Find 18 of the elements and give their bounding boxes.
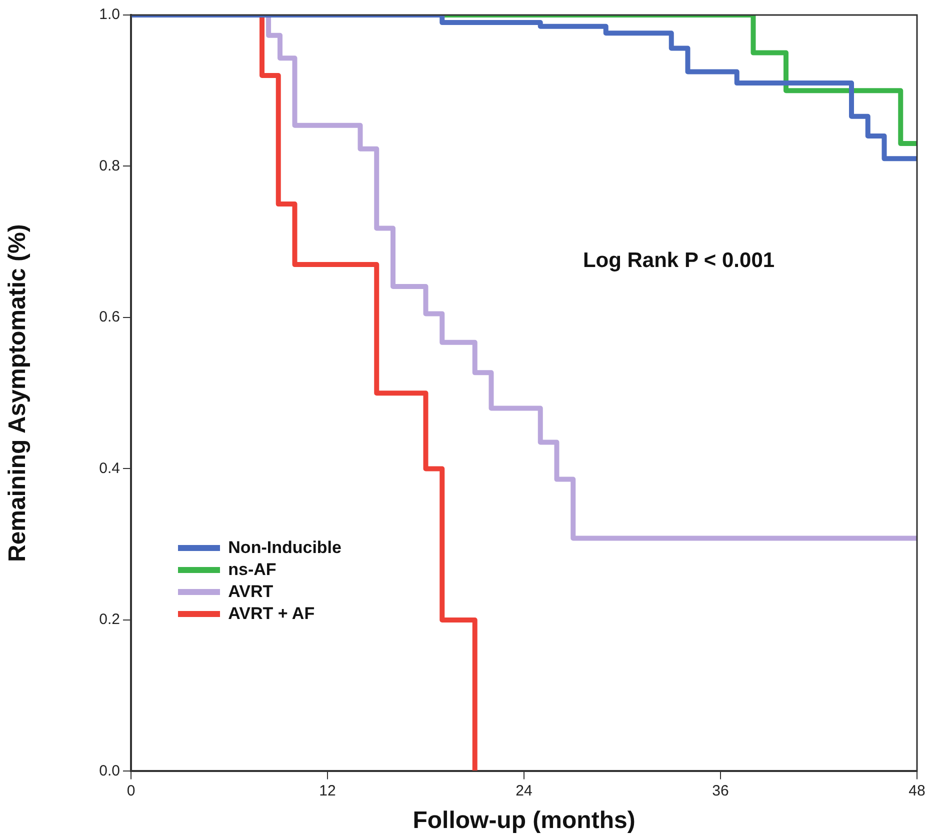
y-tick-label: 0.2 — [99, 611, 120, 628]
x-tick-label: 48 — [908, 782, 926, 800]
x-axis-title: Follow-up (months) — [412, 807, 636, 834]
y-tick-label: 0.8 — [99, 157, 120, 174]
y-tick-label: 0.0 — [99, 762, 120, 780]
legend-label: Non-Inducible — [228, 538, 342, 558]
y-tick-label: 0.6 — [99, 308, 120, 326]
y-tick-label: 0.4 — [99, 460, 120, 477]
x-tick-label: 0 — [126, 782, 136, 800]
legend-label: ns-AF — [228, 560, 276, 580]
annotation: Log Rank P < 0.001 — [582, 249, 775, 274]
x-tick-label: 36 — [712, 782, 729, 800]
y-axis-title: Remaining Asymptomatic (%) — [4, 224, 32, 562]
x-tick-label: 12 — [319, 782, 336, 800]
x-tick-label: 24 — [516, 782, 532, 800]
legend-label: AVRT — [228, 582, 274, 602]
legend-label: AVRT + AF — [228, 604, 315, 624]
y-tick-label: 1.0 — [99, 6, 120, 24]
